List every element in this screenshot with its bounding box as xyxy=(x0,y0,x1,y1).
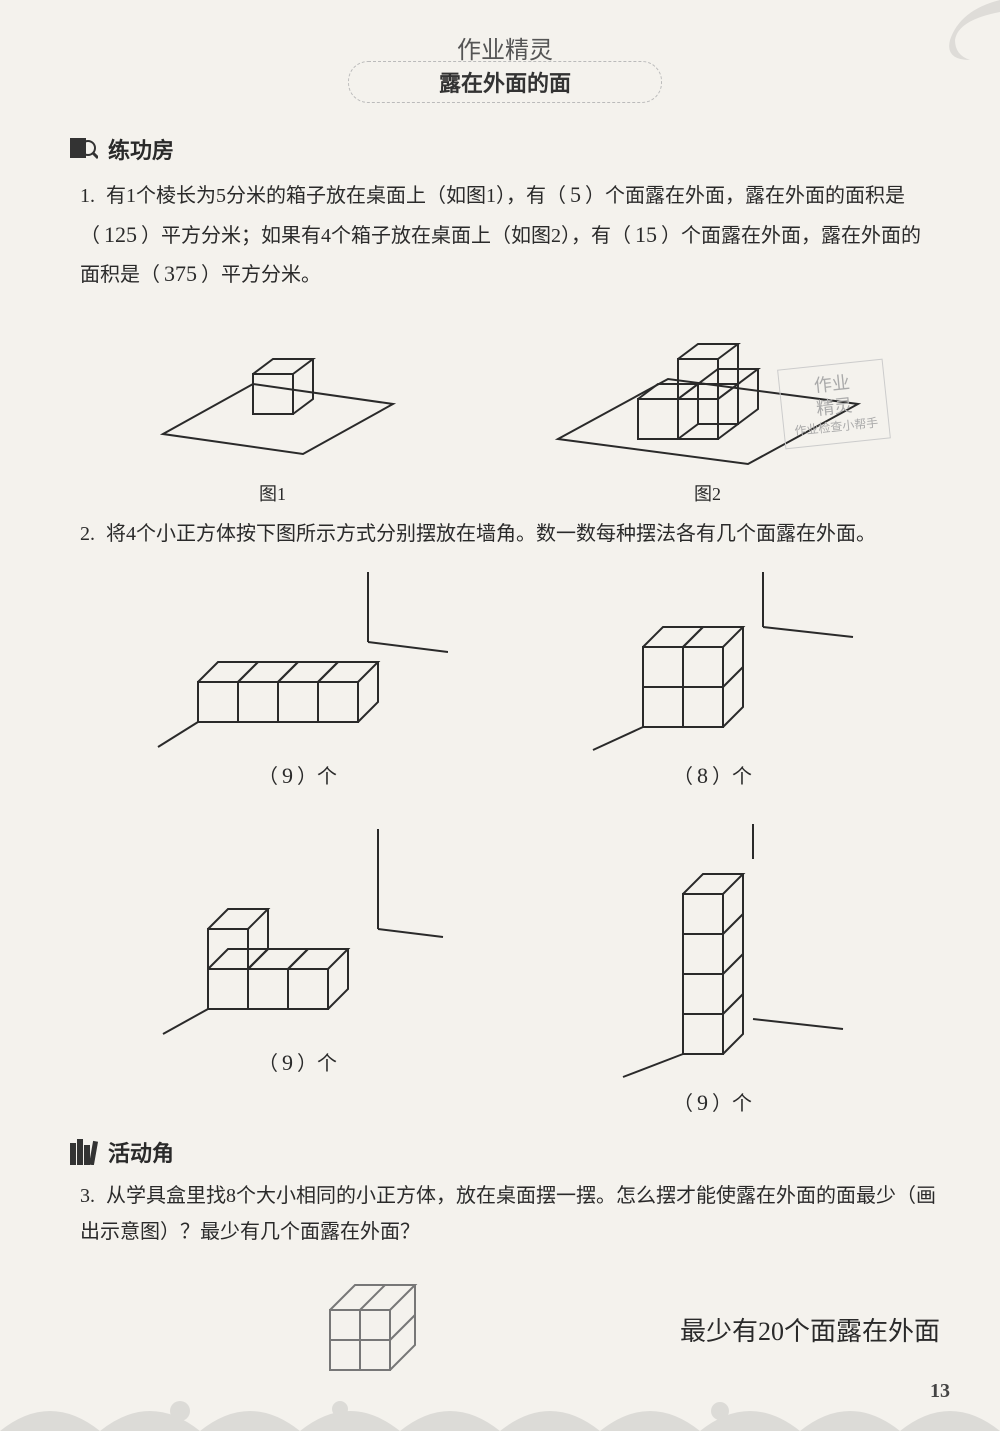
p1-text1: 有1个棱长为5分米的箱子放在桌面上（如图1），有（ xyxy=(106,185,566,207)
arrangement-b xyxy=(563,572,863,752)
problem-number: 2. xyxy=(80,516,106,552)
arrangements-grid: （9）个 xyxy=(110,572,900,1116)
answer-b: （8）个 xyxy=(525,760,900,789)
footer-decoration xyxy=(0,1371,1000,1431)
answer-a: （9）个 xyxy=(110,760,485,789)
p1-text3: ）平方分米；如果有4个箱子放在桌面上（如图2），有（ xyxy=(141,225,631,247)
arrangement-c xyxy=(148,819,448,1039)
watermark-stamp: 作业 精灵 作业检查小帮手 xyxy=(778,358,892,449)
p1-text5: ）平方分米。 xyxy=(201,264,321,286)
figure-row-1: 图1 xyxy=(70,304,940,506)
p1-ans2: 125 xyxy=(100,222,141,247)
p1-ans4: 375 xyxy=(160,261,201,286)
p1-ans1: 5 xyxy=(566,182,585,207)
problem-number: 3. xyxy=(80,1178,106,1214)
section-practice: 练功房 xyxy=(70,133,940,165)
p3-text: 从学具盒里找8个大小相同的小正方体，放在桌面摆一摆。怎么摆才能使露在外面的面最少… xyxy=(80,1185,936,1243)
header-script: 作业精灵 xyxy=(70,30,940,65)
problem-2: 2.将4个小正方体按下图所示方式分别摆放在墙角。数一数每种摆法各有几个面露在外面… xyxy=(80,516,940,552)
answer-c: （9）个 xyxy=(110,1047,485,1076)
magnifier-icon xyxy=(70,136,98,162)
page-header: 作业精灵 露在外面的面 xyxy=(70,30,940,103)
answer-sketch xyxy=(310,1260,450,1380)
figure-2-label: 图2 xyxy=(548,480,868,506)
problem-1: 1.有1个棱长为5分米的箱子放在桌面上（如图1），有（5）个面露在外面，露在外面… xyxy=(80,175,940,294)
section-title: 练功房 xyxy=(108,133,174,165)
header-title: 露在外面的面 xyxy=(348,61,662,103)
arrangement-a xyxy=(148,572,448,752)
p1-ans3: 15 xyxy=(631,222,661,247)
section-activity: 活动角 xyxy=(70,1136,940,1168)
books-icon xyxy=(70,1139,98,1165)
section-title: 活动角 xyxy=(108,1136,174,1168)
figure-1 xyxy=(143,304,403,474)
arrangement-d xyxy=(563,819,863,1079)
problem-number: 1. xyxy=(80,178,106,214)
answer-d: （9）个 xyxy=(525,1087,900,1116)
p2-text: 将4个小正方体按下图所示方式分别摆放在墙角。数一数每种摆法各有几个面露在外面。 xyxy=(106,523,876,545)
problem-3: 3.从学具盒里找8个大小相同的小正方体，放在桌面摆一摆。怎么摆才能使露在外面的面… xyxy=(80,1178,940,1250)
figure-1-label: 图1 xyxy=(143,480,403,506)
p3-answer: 最少有20个面露在外面 xyxy=(680,1311,940,1348)
page-number: 13 xyxy=(930,1380,950,1403)
